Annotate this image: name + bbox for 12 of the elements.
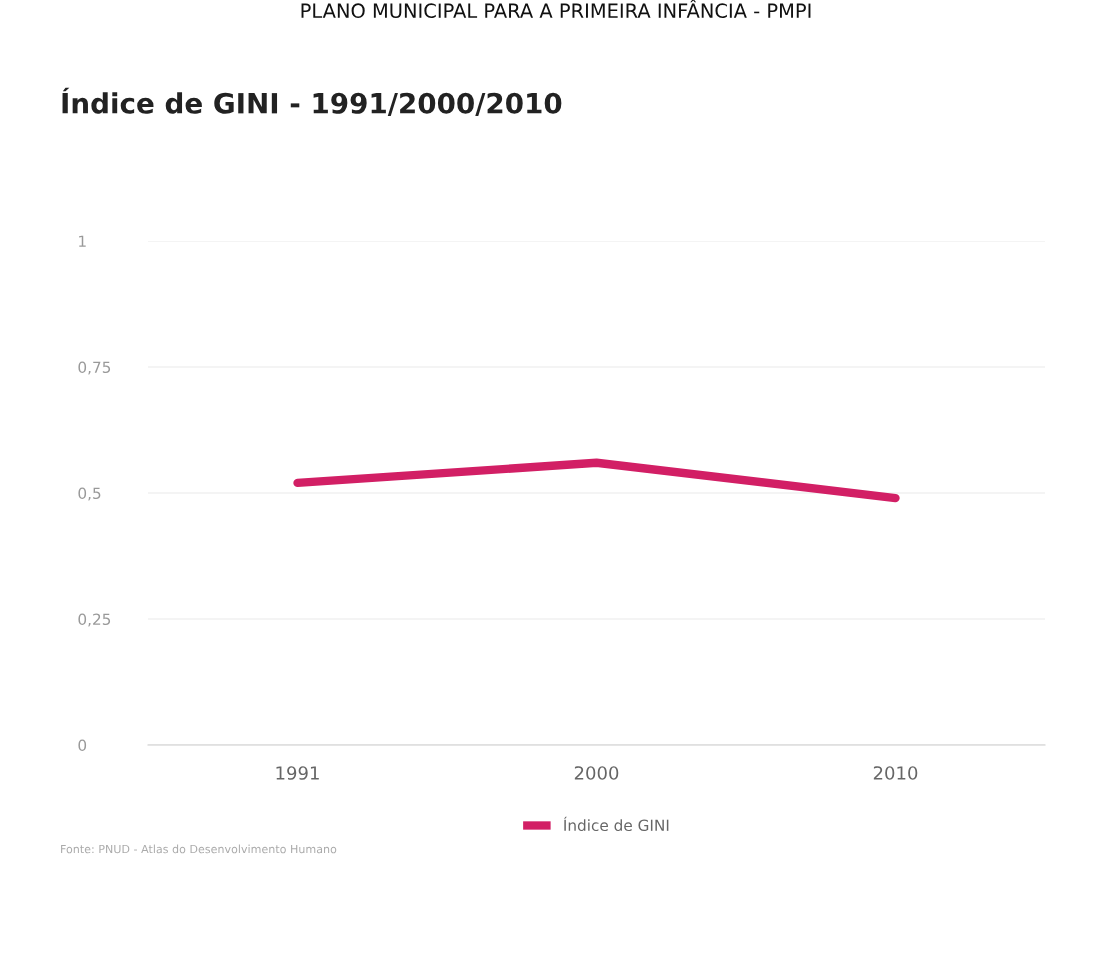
y-tick-label: 0 (78, 739, 87, 752)
y-tick-label: 1 (79, 235, 86, 247)
text: PLANO MUNICIPAL PARA A PRIMEIRA INFÂNCIA - PMPI (301, 0, 811, 19)
chart-title: Índice de GINI - 1991/2000/2010 (62, 87, 562, 116)
x-tick-label: 1991 (276, 766, 319, 780)
legend-label: Índice de GINI (564, 816, 669, 832)
x-tick-label: 2000 (574, 766, 619, 780)
y-tick-label: 0,75 (78, 361, 111, 375)
y-tick-label: 0,25 (78, 613, 111, 627)
source-note: Fonte: PNUD - Atlas do Desenvolvimento Humano (61, 844, 337, 854)
y-tick-label: 0,5 (78, 487, 101, 501)
x-tick-label: 2010 (873, 766, 918, 780)
